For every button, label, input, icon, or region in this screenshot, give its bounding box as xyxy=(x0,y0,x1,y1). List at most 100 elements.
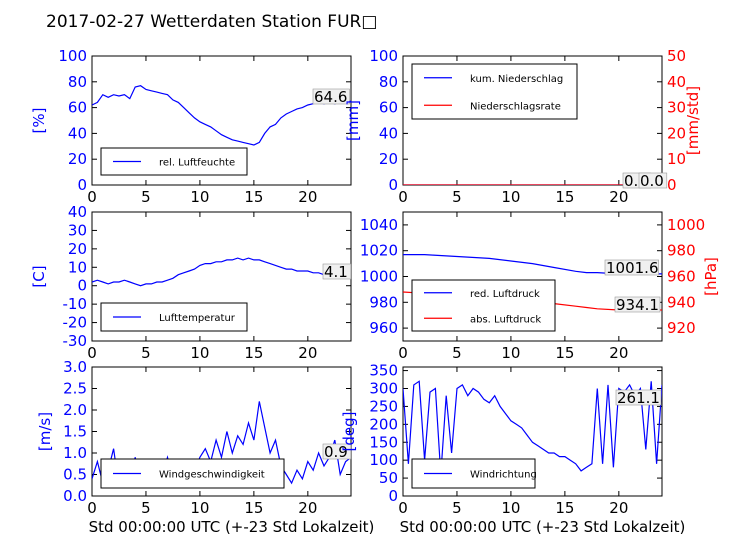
x-tick-label: 10 xyxy=(190,499,209,517)
value-annotation: 0.0 xyxy=(640,172,664,190)
y-tick-label: 960 xyxy=(369,319,398,337)
y-tick-label: 1020 xyxy=(360,242,398,260)
value-annotation: 0.9 xyxy=(324,443,348,461)
value-annotation-box xyxy=(615,389,662,406)
y-right-tick-label: 940 xyxy=(667,293,696,311)
legend-label: Windgeschwindigkeit xyxy=(159,470,265,481)
y-tick-label: 10 xyxy=(68,258,87,276)
y-tick-label: 0.0 xyxy=(63,487,87,505)
y-right-tick-label: 30 xyxy=(667,99,686,117)
x-tick-label: 15 xyxy=(555,344,574,362)
value-annotation: 64.6 xyxy=(314,88,347,106)
y-tick-label: 1040 xyxy=(360,216,398,234)
y-right-tick-label: 40 xyxy=(667,73,686,91)
y-right-tick-label: 20 xyxy=(667,124,686,142)
x-tick-label: 20 xyxy=(298,188,317,206)
legend-label: Lufttemperatur xyxy=(159,313,236,324)
y-axis-label: [mm] xyxy=(344,100,362,141)
y-tick-label: 30 xyxy=(68,221,87,239)
legend-label: Windrichtung xyxy=(470,470,537,481)
y-axis-label: [%] xyxy=(30,108,48,134)
panel-humidity: 0 5 10 15 20 0 20 40 60 80 100 [%] rel. Luftfeuchte 6… xyxy=(30,47,352,206)
x-tick-label: 5 xyxy=(141,344,151,362)
y-axis-label: [C] xyxy=(30,265,48,287)
y-tick-label: 40 xyxy=(68,203,87,221)
y-right-axis-label: [mm/std] xyxy=(684,86,702,155)
value-annotation-box xyxy=(638,172,668,189)
legend-box xyxy=(100,147,248,176)
legend: rel. Luftfeuchte xyxy=(100,147,248,176)
panel-precipitation: 0 5 10 15 20 0 20 40 60 80 100 0 10 20 30 40 50 [mm] [mm/s… xyxy=(344,47,702,206)
value-annotation-box xyxy=(614,296,661,313)
y-tick-label: -30 xyxy=(63,332,88,350)
value-annotation-box xyxy=(322,263,352,280)
y-tick-label: 980 xyxy=(369,293,398,311)
y-right-tick-label: 960 xyxy=(667,268,696,286)
y-tick-label: 200 xyxy=(369,415,398,433)
y-tick-label: 80 xyxy=(379,73,398,91)
x-tick-label: 5 xyxy=(141,499,151,517)
y-tick-label: 0 xyxy=(77,176,87,194)
y-tick-label: 0.5 xyxy=(63,466,87,484)
panel-temperature: 0 5 10 15 20-30-20-10010203040[C]Lufttempera… xyxy=(30,203,352,362)
y-axis-label: [deg] xyxy=(340,412,358,452)
y-tick-label: 40 xyxy=(379,124,398,142)
x-tick-label: 20 xyxy=(609,344,628,362)
series-line-rel-luftfeuchte xyxy=(92,85,351,146)
y-tick-label: -10 xyxy=(63,295,88,313)
x-tick-label: 0 xyxy=(398,499,408,517)
legend-label: rel. Luftfeuchte xyxy=(159,158,235,169)
x-tick-label: 20 xyxy=(298,499,317,517)
y-tick-label: -20 xyxy=(63,314,88,332)
legend: Windgeschwindigkeit xyxy=(100,458,285,489)
y-tick-label: 250 xyxy=(369,397,398,415)
value-annotation-box xyxy=(322,443,352,460)
series-line-windrichtung xyxy=(403,380,662,475)
legend-label: kum. Niederschlag xyxy=(470,74,563,85)
y-tick-label: 0 xyxy=(77,277,87,295)
series-line-windgeschwindigkeit xyxy=(92,401,351,488)
legend: Windrichtung xyxy=(411,458,537,489)
y-tick-label: 60 xyxy=(379,99,398,117)
x-tick-label: 15 xyxy=(244,188,263,206)
y-tick-label: 40 xyxy=(68,124,87,142)
y-tick-label: 20 xyxy=(68,240,87,258)
legend: red. Luftdruck abs. Luftdruck xyxy=(411,279,556,332)
y-tick-label: 300 xyxy=(369,380,398,398)
legend-label: red. Luftdruck xyxy=(470,289,540,300)
y-right-tick-label: 1000 xyxy=(667,216,705,234)
x-tick-label: 0 xyxy=(87,344,97,362)
legend-box xyxy=(411,279,556,332)
x-tick-label: 10 xyxy=(190,188,209,206)
x-tick-label: 5 xyxy=(452,499,462,517)
y-right-tick-label: 980 xyxy=(667,242,696,260)
y-tick-label: 3.0 xyxy=(63,358,87,376)
x-tick-label: 20 xyxy=(298,344,317,362)
y-right-tick-label: 920 xyxy=(667,319,696,337)
y-tick-label: 80 xyxy=(68,73,87,91)
x-tick-label: 20 xyxy=(609,188,628,206)
legend-label: abs. Luftdruck xyxy=(470,314,541,325)
y-tick-label: 50 xyxy=(379,469,398,487)
y-right-axis-label: [hPa] xyxy=(702,257,720,296)
y-tick-label: 0 xyxy=(388,487,398,505)
value-annotation: 4.1 xyxy=(324,263,348,281)
legend-label: Niederschlagsrate xyxy=(470,101,561,112)
y-tick-label: 20 xyxy=(68,150,87,168)
x-tick-label: 5 xyxy=(452,344,462,362)
x-axis-label: Std 00:00:00 UTC (+-23 Std Lokalzeit) xyxy=(89,518,375,536)
series-line-lufttemperatur xyxy=(92,257,351,287)
x-tick-label: 10 xyxy=(501,499,520,517)
y-right-tick-label: 10 xyxy=(667,150,686,168)
panel-windspeed: 0 5 10 15 20 0.0 0.5 1.0 1.5 2.0 2.5 3.0 [m/s] Std 00… xyxy=(36,358,374,536)
x-tick-label: 15 xyxy=(244,344,263,362)
x-tick-label: 10 xyxy=(501,188,520,206)
y-tick-label: 100 xyxy=(369,451,398,469)
y-tick-label: 60 xyxy=(68,99,87,117)
y-tick-label: 1000 xyxy=(360,268,398,286)
legend: kum. Niederschlag Niederschlagsrate xyxy=(411,63,578,120)
value-annotation: 934.1 xyxy=(616,296,659,314)
x-tick-label: 0 xyxy=(398,188,408,206)
y-right-tick-label: 0 xyxy=(667,176,677,194)
